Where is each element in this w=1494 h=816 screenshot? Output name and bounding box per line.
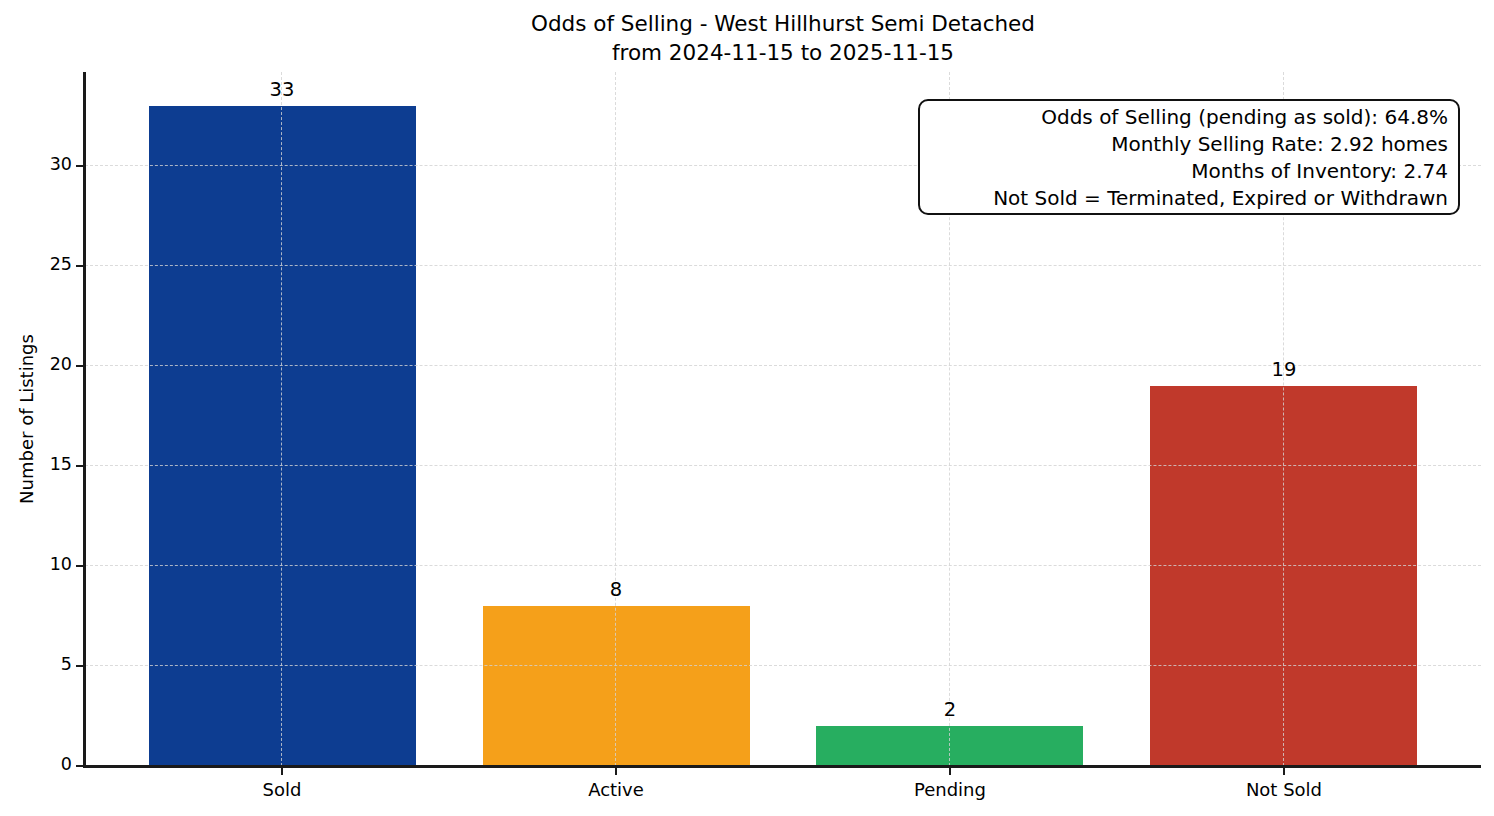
- y-tick-label: 10: [0, 554, 72, 574]
- y-tick-label: 5: [0, 654, 72, 674]
- bar-value-label: 8: [556, 578, 676, 601]
- y-axis-spine: [83, 72, 86, 768]
- y-tick-label: 20: [0, 354, 72, 374]
- y-tick-mark: [76, 665, 84, 667]
- y-tick-label: 15: [0, 454, 72, 474]
- y-tick-mark: [76, 465, 84, 467]
- y-tick-label: 30: [0, 154, 72, 174]
- x-tick-mark: [1283, 767, 1285, 775]
- x-axis-spine: [83, 765, 1481, 768]
- x-tick-label: Active: [526, 779, 706, 800]
- bar: [149, 106, 416, 766]
- y-tick-mark: [76, 265, 84, 267]
- annotation-odds-of-selling: Odds of Selling (pending as sold): 64.8%: [930, 104, 1448, 131]
- bar: [483, 606, 750, 766]
- y-tick-mark: [76, 765, 84, 767]
- vertical-gridline: [281, 72, 282, 766]
- annotation-monthly-selling-rate: Monthly Selling Rate: 2.92 homes: [930, 131, 1448, 158]
- horizontal-gridline: [85, 265, 1481, 266]
- chart-title-line2: from 2024-11-15 to 2025-11-15: [85, 38, 1481, 67]
- y-tick-label: 0: [0, 754, 72, 774]
- chart-title: Odds of Selling - West Hillhurst Semi De…: [85, 9, 1481, 67]
- x-tick-label: Not Sold: [1194, 779, 1374, 800]
- bar-value-label: 2: [890, 698, 1010, 721]
- annotation-months-of-inventory: Months of Inventory: 2.74: [930, 158, 1448, 185]
- y-tick-mark: [76, 365, 84, 367]
- x-tick-label: Sold: [192, 779, 372, 800]
- bar-value-label: 33: [222, 78, 342, 101]
- bar-chart-figure: Odds of Selling - West Hillhurst Semi De…: [0, 0, 1494, 816]
- chart-title-line1: Odds of Selling - West Hillhurst Semi De…: [85, 9, 1481, 38]
- y-tick-label: 25: [0, 254, 72, 274]
- x-tick-mark: [615, 767, 617, 775]
- bar-value-label: 19: [1224, 358, 1344, 381]
- vertical-gridline: [615, 72, 616, 766]
- x-tick-mark: [281, 767, 283, 775]
- x-tick-mark: [949, 767, 951, 775]
- y-tick-mark: [76, 565, 84, 567]
- annotation-box: Odds of Selling (pending as sold): 64.8%…: [918, 99, 1460, 215]
- bar: [816, 726, 1083, 766]
- bar: [1150, 386, 1417, 766]
- horizontal-gridline: [85, 565, 1481, 566]
- annotation-not-sold-definition: Not Sold = Terminated, Expired or Withdr…: [930, 185, 1448, 212]
- horizontal-gridline: [85, 665, 1481, 666]
- horizontal-gridline: [85, 465, 1481, 466]
- y-tick-mark: [76, 165, 84, 167]
- x-tick-label: Pending: [860, 779, 1040, 800]
